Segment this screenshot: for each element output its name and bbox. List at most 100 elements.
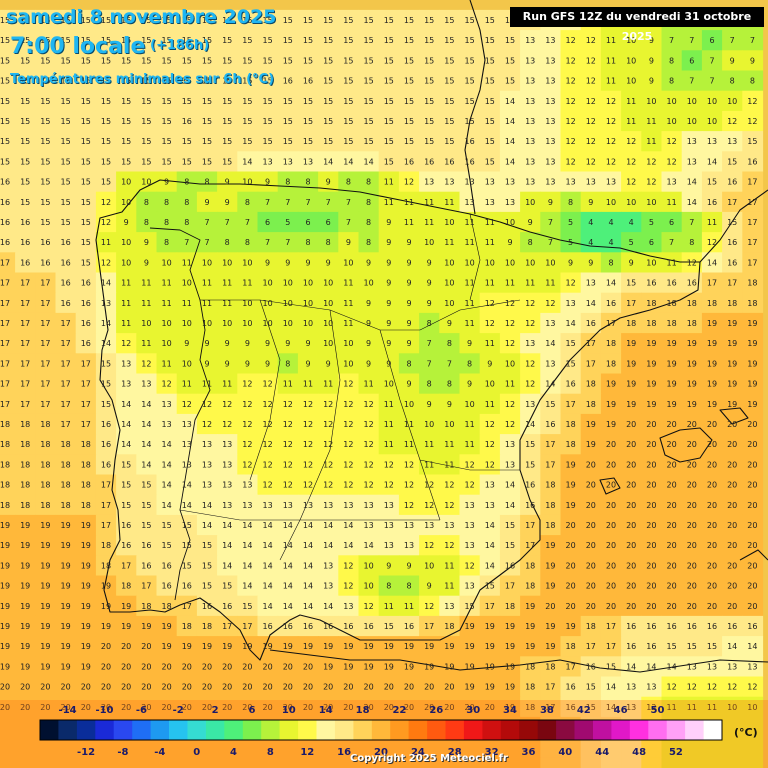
temperature-value: 15 xyxy=(141,56,151,65)
temperature-value: 17 xyxy=(0,359,10,368)
temperature-cell xyxy=(176,656,198,678)
temperature-cell xyxy=(237,333,259,354)
temperature-value: 10 xyxy=(283,299,293,308)
temperature-cell xyxy=(0,737,16,758)
temperature-cell xyxy=(378,535,400,556)
temperature-value: 11 xyxy=(667,198,677,207)
temperature-cell xyxy=(75,696,97,718)
temperature-cell xyxy=(681,373,703,395)
temperature-value: 10 xyxy=(141,319,151,328)
temperature-cell xyxy=(560,151,582,173)
temperature-value: 19 xyxy=(0,521,10,530)
temperature-value: 17 xyxy=(0,400,10,409)
temperature-cell xyxy=(318,252,339,274)
temperature-cell xyxy=(499,70,521,92)
temperature-value: 12 xyxy=(687,683,697,692)
temperature-cell xyxy=(439,110,461,132)
temperature-cell xyxy=(742,555,764,577)
temperature-cell xyxy=(55,535,77,556)
temperature-cell xyxy=(257,232,279,253)
temperature-cell xyxy=(439,353,461,375)
temperature-value: 20 xyxy=(263,683,273,692)
temperature-cell xyxy=(560,272,582,294)
temperature-value: 17 xyxy=(20,319,30,328)
temperature-cell xyxy=(378,737,400,758)
temperature-value: 9 xyxy=(447,400,452,409)
temperature-value: 10 xyxy=(162,319,172,328)
temperature-value: 12 xyxy=(525,359,535,368)
temperature-cell xyxy=(701,555,723,577)
temperature-cell xyxy=(237,434,259,455)
temperature-cell xyxy=(722,595,743,617)
temperature-value: 16 xyxy=(162,561,172,570)
legend-tick-label: 26 xyxy=(429,705,443,716)
temperature-cell xyxy=(398,9,420,31)
temperature-value: 15 xyxy=(101,137,111,146)
temperature-value: 15 xyxy=(424,137,434,146)
temperature-cell xyxy=(661,696,683,718)
temperature-value: 12 xyxy=(242,460,252,469)
temperature-cell xyxy=(378,232,400,253)
temperature-cell xyxy=(196,373,218,395)
temperature-value: 8 xyxy=(366,238,371,247)
temperature-value: 20 xyxy=(707,561,717,570)
temperature-value: 12 xyxy=(263,420,273,429)
temperature-cell xyxy=(560,514,582,536)
temperature-value: 15 xyxy=(444,97,454,106)
legend-tick-label: -12 xyxy=(77,747,95,758)
temperature-cell xyxy=(55,373,77,395)
temperature-cell xyxy=(338,272,360,294)
temperature-value: 15 xyxy=(404,77,414,86)
temperature-cell xyxy=(217,70,238,92)
temperature-cell xyxy=(338,413,360,435)
temperature-value: 12 xyxy=(505,420,515,429)
temperature-cell xyxy=(35,232,57,253)
temperature-value: 13 xyxy=(485,501,495,510)
temperature-value: 8 xyxy=(245,238,250,247)
temperature-value: 20 xyxy=(586,460,596,469)
temperature-value: 18 xyxy=(646,299,656,308)
temperature-value: 20 xyxy=(687,521,697,530)
temperature-cell xyxy=(297,9,319,31)
temperature-value: 13 xyxy=(404,521,414,530)
temperature-value: 20 xyxy=(101,662,111,671)
temperature-value: 14 xyxy=(303,541,313,550)
temperature-value: 15 xyxy=(465,77,475,86)
temperature-value: 20 xyxy=(20,683,30,692)
temperature-value: 14 xyxy=(182,501,192,510)
temperature-value: 12 xyxy=(465,561,475,570)
temperature-value: 15 xyxy=(61,117,71,126)
temperature-cell xyxy=(661,30,683,51)
temperature-value: 13 xyxy=(545,117,555,126)
temperature-cell xyxy=(116,292,137,314)
temperature-value: 14 xyxy=(141,440,151,449)
temperature-value: 20 xyxy=(586,521,596,530)
temperature-value: 11 xyxy=(444,238,454,247)
temperature-value: 18 xyxy=(121,582,131,591)
temperature-cell xyxy=(176,434,198,455)
temperature-value: 13 xyxy=(525,77,535,86)
temperature-cell xyxy=(75,110,97,132)
temperature-cell xyxy=(540,434,562,455)
temperature-cell xyxy=(580,615,602,637)
legend-tick-label: 50 xyxy=(651,705,665,716)
temperature-cell xyxy=(55,90,77,112)
temperature-cell xyxy=(277,191,299,213)
temperature-cell xyxy=(196,434,218,455)
temperature-value: 19 xyxy=(40,622,50,631)
temperature-value: 20 xyxy=(747,420,757,429)
temperature-value: 19 xyxy=(182,642,192,651)
temperature-value: 12 xyxy=(586,97,596,106)
temperature-cell xyxy=(55,434,77,455)
temperature-cell xyxy=(560,696,582,718)
temperature-value: 6 xyxy=(265,218,270,227)
legend-tick-label: 18 xyxy=(356,705,370,716)
temperature-cell xyxy=(116,272,137,294)
temperature-cell xyxy=(742,474,764,496)
temperature-value: 19 xyxy=(20,602,30,611)
temperature-cell xyxy=(641,757,663,768)
temperature-cell xyxy=(116,151,137,173)
temperature-value: 13 xyxy=(444,178,454,187)
temperature-cell xyxy=(560,353,582,375)
